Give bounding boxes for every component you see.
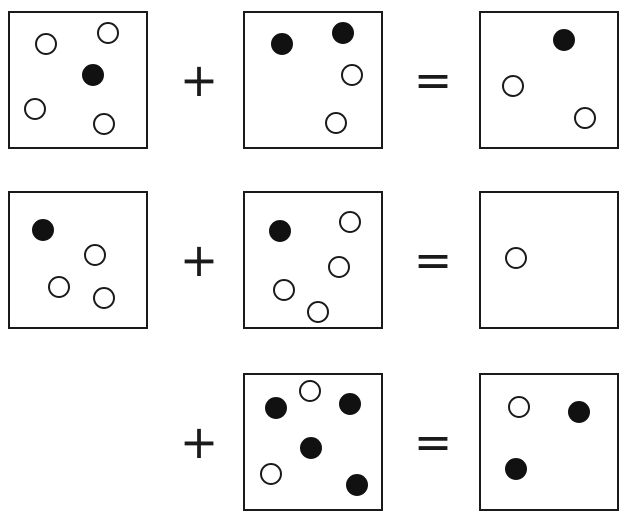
equals-sign: = — [414, 53, 453, 107]
box-frame — [8, 191, 148, 329]
open-dot — [299, 380, 321, 402]
filled-dot — [505, 458, 527, 480]
plus-sign: + — [180, 415, 219, 469]
open-dot — [574, 107, 596, 129]
open-dot — [260, 463, 282, 485]
box-frame — [479, 373, 619, 511]
plus-sign: + — [180, 53, 219, 107]
filled-dot — [265, 397, 287, 419]
open-dot — [93, 113, 115, 135]
box-frame — [479, 191, 619, 329]
open-dot — [273, 279, 295, 301]
open-dot — [328, 256, 350, 278]
filled-dot — [269, 220, 291, 242]
open-dot — [307, 301, 329, 323]
open-dot — [339, 211, 361, 233]
filled-dot — [271, 33, 293, 55]
open-dot — [508, 396, 530, 418]
filled-dot — [32, 219, 54, 241]
filled-dot — [568, 401, 590, 423]
plus-sign: + — [180, 233, 219, 287]
equals-sign: = — [414, 415, 453, 469]
filled-dot — [346, 474, 368, 496]
addend-box-2 — [243, 191, 383, 329]
open-dot — [325, 112, 347, 134]
open-dot — [35, 33, 57, 55]
open-dot — [502, 75, 524, 97]
open-dot — [97, 22, 119, 44]
filled-dot — [300, 437, 322, 459]
open-dot — [341, 64, 363, 86]
filled-dot — [339, 393, 361, 415]
open-dot — [505, 247, 527, 269]
open-dot — [84, 244, 106, 266]
addend-box-2 — [243, 373, 383, 511]
filled-dot — [82, 64, 104, 86]
addend-box-1 — [8, 11, 148, 149]
equals-sign: = — [414, 233, 453, 287]
result-box — [479, 191, 619, 329]
equation-row-1: + = — [8, 11, 619, 149]
box-frame — [8, 11, 148, 149]
result-box — [479, 373, 619, 511]
open-dot — [48, 276, 70, 298]
open-dot — [24, 98, 46, 120]
equation-row-3: + = — [180, 373, 619, 511]
result-box — [479, 11, 619, 149]
box-frame — [479, 11, 619, 149]
filled-dot — [553, 29, 575, 51]
open-dot — [93, 287, 115, 309]
addend-box-1 — [8, 191, 148, 329]
filled-dot — [332, 22, 354, 44]
equation-row-2: + = — [8, 191, 619, 329]
addend-box-2 — [243, 11, 383, 149]
